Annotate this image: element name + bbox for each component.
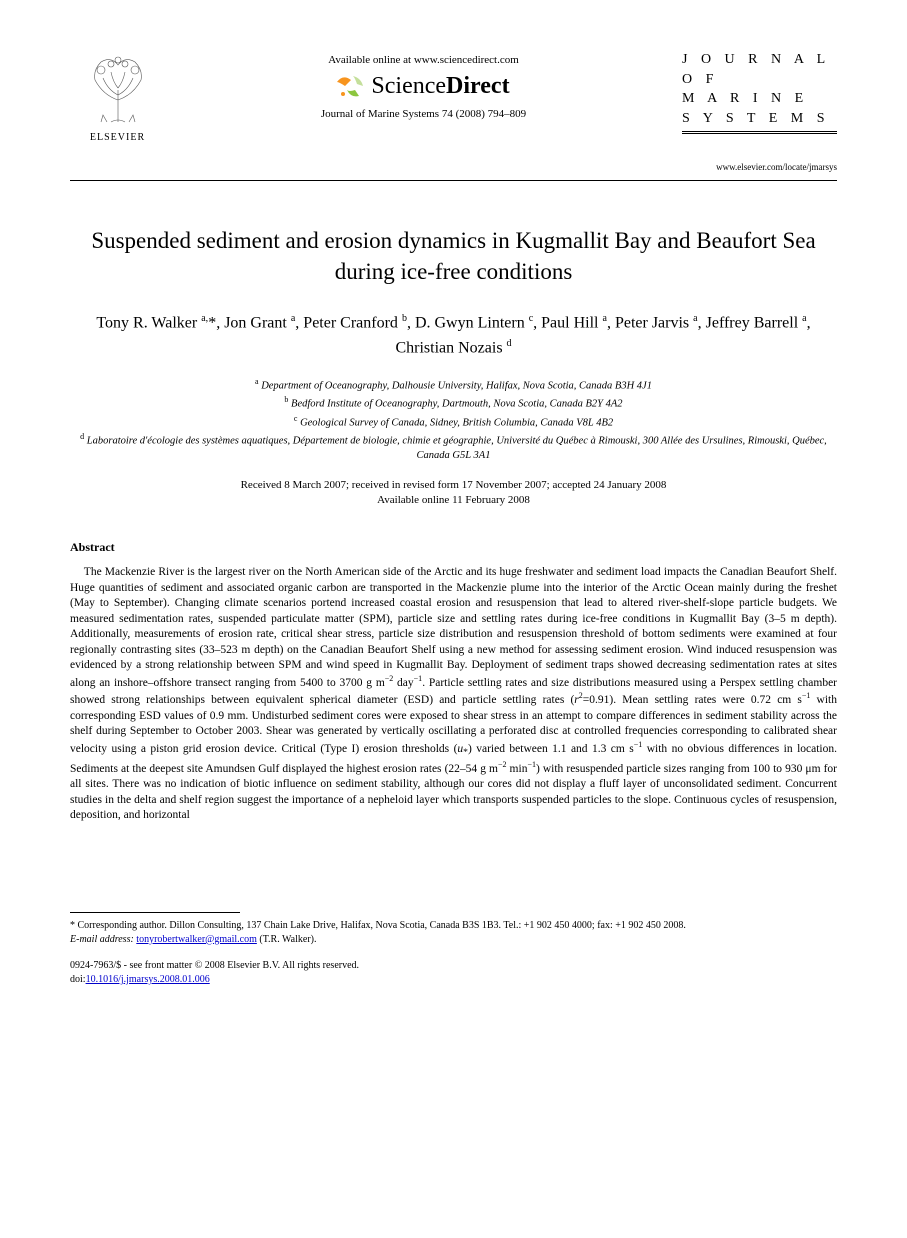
abstract-heading: Abstract (70, 540, 837, 555)
publisher-logo-block: ELSEVIER (70, 50, 165, 143)
journal-title-line: S Y S T E M S (682, 109, 837, 129)
issn-line: 0924-7963/$ - see front matter © 2008 El… (70, 959, 837, 973)
email-link[interactable]: tonyrobertwalker@gmail.com (136, 934, 257, 945)
abstract-body: The Mackenzie River is the largest river… (70, 565, 837, 823)
article-title: Suspended sediment and erosion dynamics … (70, 225, 837, 287)
affiliation-d: d Laboratoire d'écologie des systèmes aq… (70, 431, 837, 464)
corresponding-author: * Corresponding author. Dillon Consultin… (70, 919, 837, 947)
center-header: Available online at www.sciencedirect.co… (165, 50, 682, 120)
header-rule (70, 180, 837, 181)
sciencedirect-logo: ScienceDirect (175, 72, 672, 100)
elsevier-tree-icon (83, 50, 153, 125)
doi-link[interactable]: 10.1016/j.jmarsys.2008.01.006 (86, 974, 210, 985)
corresponding-text: * Corresponding author. Dillon Consultin… (70, 919, 837, 933)
affiliation-b: b Bedford Institute of Oceanography, Dar… (70, 394, 837, 412)
journal-title-block: J O U R N A L O F M A R I N E S Y S T E … (682, 50, 837, 172)
footnote-separator (70, 912, 240, 913)
article-dates: Received 8 March 2007; received in revis… (70, 478, 837, 509)
authors-list: Tony R. Walker a,*, Jon Grant a, Peter C… (70, 311, 837, 360)
available-online-text: Available online at www.sciencedirect.co… (175, 54, 672, 66)
affiliation-c: c Geological Survey of Canada, Sidney, B… (70, 413, 837, 431)
citation-line: Journal of Marine Systems 74 (2008) 794–… (175, 108, 672, 120)
journal-title-line: J O U R N A L O F (682, 50, 837, 89)
dates-received: Received 8 March 2007; received in revis… (70, 478, 837, 493)
journal-title-line: M A R I N E (682, 89, 837, 109)
dates-online: Available online 11 February 2008 (70, 493, 837, 508)
sciencedirect-wordmark: ScienceDirect (371, 73, 509, 100)
page-header: ELSEVIER Available online at www.science… (70, 50, 837, 172)
journal-url: www.elsevier.com/locate/jmarsys (682, 162, 837, 172)
corresponding-email-line: E-mail address: tonyrobertwalker@gmail.c… (70, 933, 837, 947)
publisher-name: ELSEVIER (70, 132, 165, 143)
journal-rule (682, 131, 837, 134)
copyright-block: 0924-7963/$ - see front matter © 2008 El… (70, 959, 837, 987)
doi-line: doi:10.1016/j.jmarsys.2008.01.006 (70, 973, 837, 987)
affiliation-a: a Department of Oceanography, Dalhousie … (70, 376, 837, 394)
sciencedirect-icon (337, 72, 365, 100)
affiliations: a Department of Oceanography, Dalhousie … (70, 376, 837, 463)
